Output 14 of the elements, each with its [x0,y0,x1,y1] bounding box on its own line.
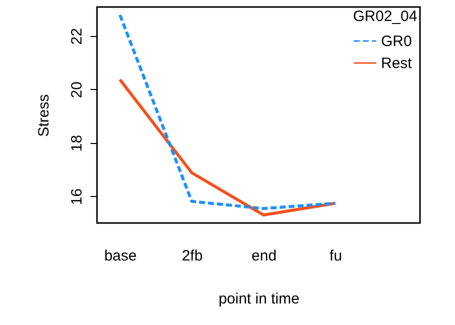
x-tick-label: base [104,248,137,264]
x-tick-label: end [252,248,277,264]
y-tick-label: 22 [68,28,86,45]
line-series [118,14,337,210]
x-tick-label: fu [330,248,342,264]
y-tick-label: 16 [68,188,86,206]
legend-label: GR0 [381,33,412,50]
legend-title: GR02_04 [353,8,418,25]
y-tick-label: 20 [68,81,86,98]
y-axis-title: Stress [36,94,52,137]
legend-label: Rest [381,55,413,72]
y-tick-label: 18 [68,134,86,152]
x-tick-label: 2fb [182,248,203,264]
x-axis-title: point in time [218,290,300,308]
